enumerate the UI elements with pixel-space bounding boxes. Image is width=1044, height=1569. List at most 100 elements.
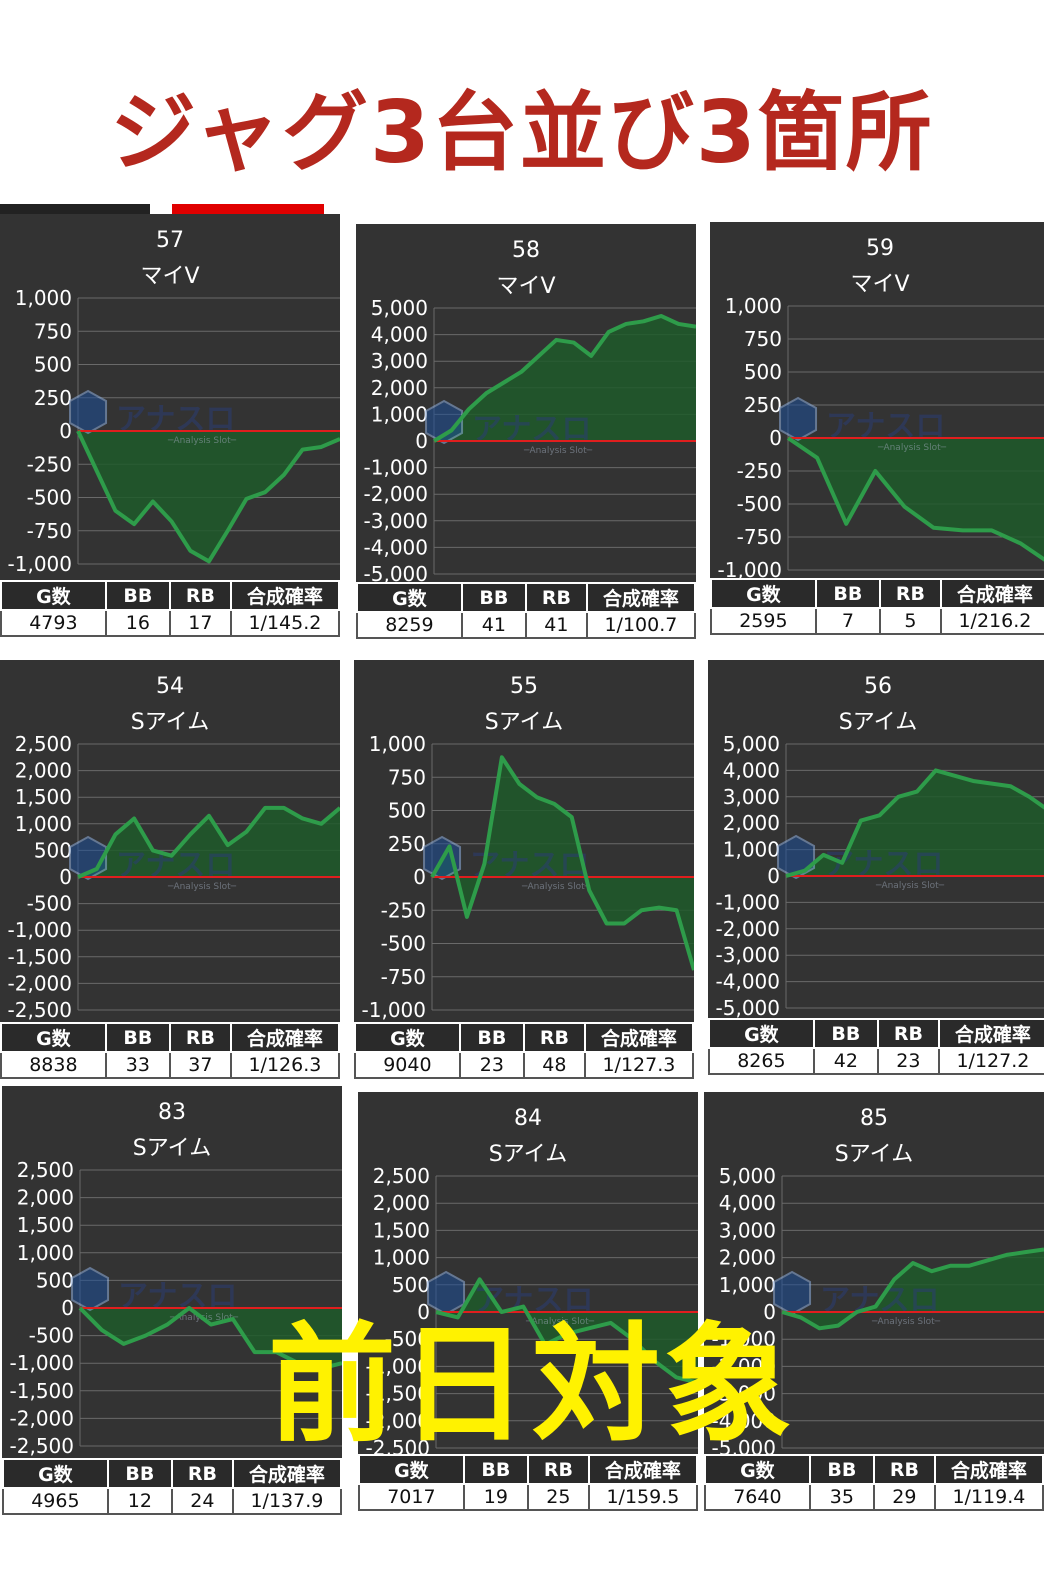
machine-name: マイV (496, 274, 556, 299)
machine-name: マイV (140, 264, 200, 289)
y-tick-label: 750 (388, 765, 426, 789)
stat-rb: 37 (168, 1051, 232, 1079)
header-rb: RB (526, 1454, 590, 1485)
stat-bb: 23 (458, 1051, 525, 1079)
series-line (785, 768, 1044, 878)
machine-number: 84 (514, 1106, 542, 1131)
chart-panel-85: 85 Sアイム 5,000 4,000 3,000 2,000 1,000 0 -1,000 -2… (704, 1092, 1044, 1511)
y-tick-label: 250 (744, 393, 782, 417)
y-tick-label: 2,000 (371, 376, 428, 400)
header-probability: 合成確率 (585, 582, 697, 613)
y-tick-label: 2,500 (373, 1166, 430, 1188)
machine-name: Sアイム (834, 1142, 914, 1167)
series-line (435, 1277, 698, 1385)
chart-panel-83: 83 Sアイム 2,500 2,000 1,500 1,000 500 0 -500 -1,000… (2, 1086, 343, 1515)
y-tick-label: 2,000 (719, 1246, 776, 1270)
watermark-subtext: ─Analysis Slot─ (877, 443, 947, 453)
watermark-hex-icon (777, 834, 816, 880)
header-games: G数 (708, 1018, 815, 1049)
stats-table: G数 BB RB 合成確率 7640 35 29 1/119.4 (704, 1454, 1044, 1511)
y-tick-label: -500 (385, 1327, 430, 1351)
header-rb: RB (872, 1454, 936, 1485)
y-tick-label: -1,000 (718, 558, 782, 582)
stat-rb: 41 (524, 611, 588, 639)
stat-games: 8838 (0, 1051, 107, 1079)
y-tick-label: -500 (29, 1324, 74, 1348)
stat-games: 2595 (710, 607, 817, 635)
stat-bb: 19 (462, 1483, 529, 1511)
header-games: G数 (0, 580, 107, 611)
header-games: G数 (358, 1454, 465, 1485)
y-tick-label: 2,000 (723, 811, 780, 835)
y-tick-label: 250 (388, 832, 426, 856)
y-tick-label: -1,000 (8, 918, 72, 942)
series-line (786, 436, 1044, 562)
header-bb: BB (808, 1454, 875, 1485)
y-tick-label: -2,000 (364, 482, 428, 506)
series-line (76, 430, 340, 564)
stat-rb: 23 (876, 1047, 940, 1075)
y-tick-label: -2,000 (10, 1406, 74, 1430)
chart-panel-84: 84 Sアイム 2,500 2,000 1,500 1,000 500 0 -500 -1,000… (358, 1092, 699, 1511)
y-tick-label: -4,000 (364, 535, 428, 559)
chart-panel-59: 59 マイV 1,000 750 500 250 0 -250 -500 -750 -1,000 アナ… (710, 222, 1044, 635)
watermark-subtext: ─Analysis Slot─ (167, 882, 237, 892)
y-tick-label: 0 (61, 1296, 74, 1320)
y-tick-label: 4,000 (371, 323, 428, 347)
watermark-hex-icon (773, 1270, 812, 1316)
headline-title: ジャグ3台並び3箇所 (110, 83, 934, 183)
slump-chart: 1,000 750 500 250 0 -250 -500 -750 -1,000 アナスロ─An… (362, 734, 694, 1022)
y-tick-label: 0 (59, 865, 72, 889)
header-games: G数 (356, 582, 463, 613)
header-rb: RB (168, 580, 232, 611)
stats-table: G数 BB RB 合成確率 9040 23 48 1/127.3 (354, 1022, 695, 1079)
y-tick-label: 0 (769, 426, 782, 450)
series-area (78, 431, 340, 562)
y-tick-label: -1,000 (712, 1327, 776, 1351)
stat-games: 4965 (2, 1487, 109, 1515)
y-tick-label: -750 (381, 965, 426, 989)
machine-name: Sアイム (838, 710, 918, 735)
y-tick-label: 0 (415, 429, 428, 453)
stat-rb: 29 (872, 1483, 936, 1511)
y-tick-label: 500 (392, 1273, 430, 1297)
y-tick-label: 750 (34, 319, 72, 343)
header-rb: RB (878, 578, 942, 609)
machine-number: 56 (864, 674, 892, 699)
y-tick-label: 500 (34, 838, 72, 862)
y-tick-label: -500 (737, 492, 782, 516)
stat-games: 4793 (0, 609, 107, 637)
header-bb: BB (462, 1454, 529, 1485)
y-tick-label: 1,500 (373, 1218, 430, 1242)
stats-table: G数 BB RB 合成確率 8265 42 23 1/127.2 (708, 1018, 1044, 1075)
stat-rb: 5 (878, 607, 942, 635)
y-tick-label: 1,000 (719, 1273, 776, 1297)
y-tick-label: 4,000 (719, 1191, 776, 1215)
chart-panel-58: 58 マイV 5,000 4,000 3,000 2,000 1,000 0 -1,000 -2,… (356, 224, 697, 639)
header-games: G数 (710, 578, 817, 609)
y-tick-label: -1,000 (362, 998, 426, 1022)
series-line (78, 1306, 342, 1371)
y-tick-label: -3,000 (364, 509, 428, 533)
series-area (432, 757, 694, 971)
y-tick-label: -750 (737, 525, 782, 549)
stat-bb: 7 (814, 607, 881, 635)
watermark-subtext: ─Analysis Slot─ (167, 436, 237, 446)
chart-panel-56: 56 Sアイム 5,000 4,000 3,000 2,000 1,000 0 -1,000 -2… (708, 660, 1044, 1075)
y-tick-label: 1,000 (373, 1246, 430, 1270)
header-bb: BB (812, 1018, 879, 1049)
stat-probability: 1/145.2 (229, 609, 341, 637)
y-tick-label: -500 (27, 486, 72, 510)
header-probability: 合成確率 (939, 578, 1044, 609)
stat-bb: 33 (104, 1051, 171, 1079)
y-tick-label: 3,000 (371, 349, 428, 373)
machine-name: Sアイム (488, 1142, 568, 1167)
y-tick-label: 1,500 (17, 1213, 74, 1237)
watermark-hex-icon (71, 1266, 110, 1312)
header-bb: BB (458, 1022, 525, 1053)
y-tick-label: 2,500 (17, 1160, 74, 1182)
watermark-subtext: ─Analysis Slot─ (525, 1317, 595, 1327)
header-rb: RB (168, 1022, 232, 1053)
stat-bb: 41 (460, 611, 527, 639)
